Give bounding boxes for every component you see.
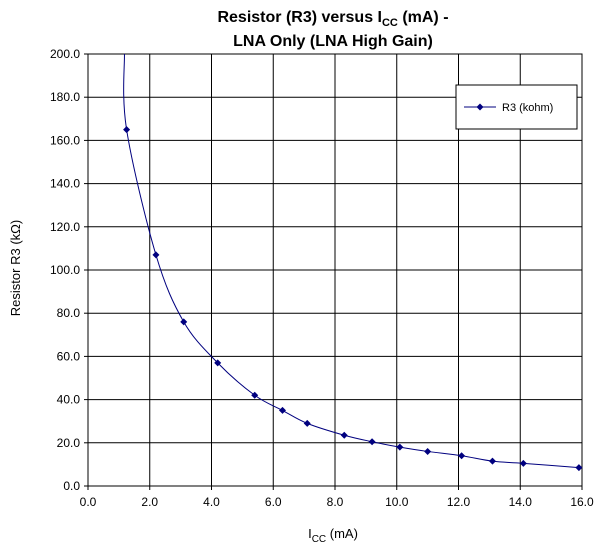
chart-title-line2: LNA Only (LNA High Gain) bbox=[233, 33, 433, 50]
data-point-marker bbox=[152, 251, 160, 259]
chart-title-main: Resistor (R3) versus I bbox=[217, 9, 382, 26]
y-tick-label: 140.0 bbox=[50, 177, 80, 191]
y-tick-label: 60.0 bbox=[57, 349, 81, 363]
y-tick-label: 40.0 bbox=[57, 393, 81, 407]
data-point-marker bbox=[424, 447, 432, 455]
y-tick-label: 0.0 bbox=[63, 479, 80, 493]
x-ticks: 0.0 2.0 4.0 6.0 8.0 10.0 12.0 14.0 16.0 bbox=[80, 486, 594, 509]
x-tick-label: 12.0 bbox=[447, 495, 471, 509]
legend-marker-diamond bbox=[476, 103, 484, 111]
y-tick-label: 80.0 bbox=[57, 306, 81, 320]
x-axis-label-tail: (mA) bbox=[326, 526, 358, 541]
x-tick-label: 8.0 bbox=[327, 495, 344, 509]
legend: R3 (kohm) bbox=[455, 84, 578, 130]
data-point-marker bbox=[180, 318, 188, 326]
chart-title-line1: Resistor (R3) versus ICC (mA) - bbox=[217, 9, 448, 29]
chart-title-subscript: CC bbox=[382, 17, 398, 29]
data-point-marker bbox=[396, 443, 404, 451]
data-point-marker bbox=[214, 359, 222, 367]
x-tick-label: 16.0 bbox=[570, 495, 594, 509]
y-axis-label: Resistor R3 (kΩ) bbox=[8, 220, 23, 316]
series-r3 bbox=[123, 53, 583, 472]
x-axis-label-subscript: CC bbox=[312, 534, 326, 545]
x-axis-label: ICC (mA) bbox=[308, 526, 358, 545]
y-tick-label: 180.0 bbox=[50, 90, 80, 104]
y-tick-label: 100.0 bbox=[50, 263, 80, 277]
x-tick-label: 6.0 bbox=[265, 495, 282, 509]
data-point-marker bbox=[251, 391, 259, 399]
data-point-marker bbox=[303, 419, 311, 427]
series-markers-r3 bbox=[123, 126, 583, 472]
y-ticks: 0.0 20.0 40.0 60.0 80.0 100.0 120.0 140.0 160.0 1… bbox=[50, 47, 88, 493]
data-point-marker bbox=[123, 126, 131, 134]
data-point-marker bbox=[279, 406, 287, 414]
y-tick-label: 160.0 bbox=[50, 133, 80, 147]
data-point-marker bbox=[340, 431, 348, 439]
data-point-marker bbox=[488, 457, 496, 465]
data-point-marker bbox=[458, 452, 466, 460]
x-tick-label: 4.0 bbox=[203, 495, 220, 509]
y-tick-label: 20.0 bbox=[57, 436, 81, 450]
x-tick-label: 0.0 bbox=[80, 495, 97, 509]
data-point-marker bbox=[368, 438, 376, 446]
chart-title-tail: (mA) - bbox=[398, 9, 449, 26]
x-tick-label: 2.0 bbox=[141, 495, 158, 509]
data-point-marker bbox=[575, 464, 583, 472]
data-point-marker bbox=[519, 459, 527, 467]
y-tick-label: 200.0 bbox=[50, 47, 80, 61]
y-tick-label: 120.0 bbox=[50, 220, 80, 234]
x-tick-label: 10.0 bbox=[385, 495, 409, 509]
x-axis-label-main: I bbox=[308, 526, 312, 541]
x-tick-label: 14.0 bbox=[509, 495, 533, 509]
legend-entry-r3: R3 (kohm) bbox=[502, 102, 553, 114]
